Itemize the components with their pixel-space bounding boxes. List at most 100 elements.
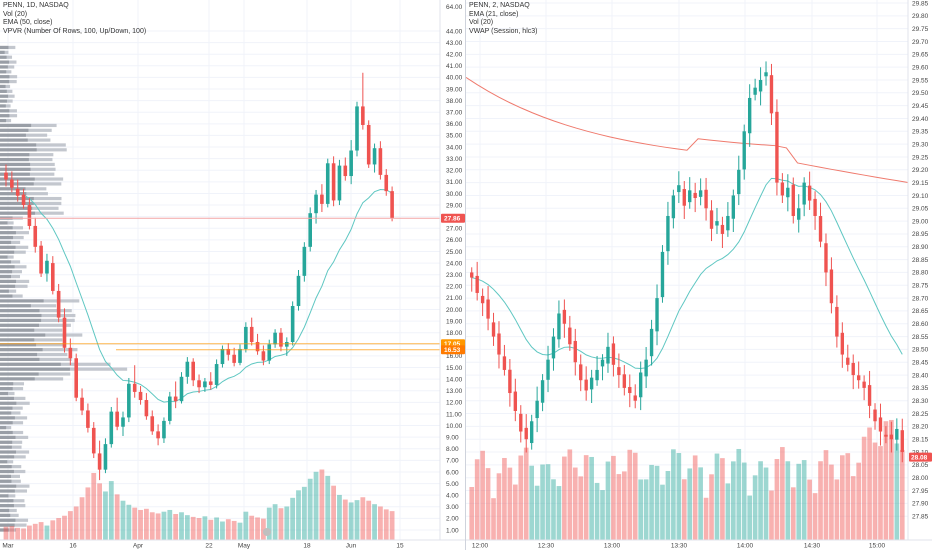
candle-body [546,359,550,380]
volume-bar [469,487,475,540]
left-chart-pane[interactable]: PENN, 1D, NASDAQ Vol (20) EMA (50, close… [0,0,465,550]
price-tag-text: 27.86 [444,216,461,223]
volume-bar [883,421,889,540]
y-tick-label: 11.00 [446,411,462,418]
y-tick-label: 12.00 [446,400,463,407]
volume-bar [529,465,534,540]
y-tick-label: 36.00 [446,121,463,128]
vpvr-row-up [0,357,40,362]
volume-bar [894,443,900,540]
candle-body [156,431,160,439]
y-tick-label: 28.00 [912,475,929,482]
candle-body [769,75,774,114]
volume-bar [284,506,290,540]
x-tick-label: 13:00 [604,543,621,550]
y-tick-label: 27.00 [446,226,463,233]
candle-body [600,359,605,367]
x-tick-label: Apr [133,543,144,550]
volume-bar [840,455,845,540]
volume-bar [342,499,348,540]
vpvr-row-up [0,99,7,103]
y-tick-label: 29.35 [912,129,929,136]
candle-body [813,198,817,216]
vpvr-row-up [0,167,31,171]
volume-bar [545,464,551,540]
candle-body [372,148,377,165]
right-legend-volume: Vol (20) [469,19,494,27]
volume-bar [307,478,313,540]
y-tick-label: 64.00 [446,4,463,11]
volume-bar [850,476,856,540]
y-tick-label: 27.95 [912,488,929,495]
candle-body [390,191,394,219]
volume-bar [796,463,802,540]
candle-body [261,351,266,361]
vpvr-row-up [0,177,35,181]
candle-body [74,358,78,398]
vpvr-row-up [0,118,7,123]
volume-bar [255,517,260,540]
vpvr-row-up [0,474,12,478]
volume-bar [540,464,545,540]
candle-body [742,131,746,170]
right-chart-canvas[interactable]: 27.8527.9027.9528.0028.0528.1028.1528.20… [466,0,932,550]
vpvr-row-up [0,50,5,54]
candle-body [349,150,353,177]
volume-bar [261,518,266,540]
volume-bar [801,460,807,540]
candle-body [21,194,26,206]
candle-body [873,409,877,422]
vpvr-row-up [0,484,17,488]
vpvr-row-up [0,196,34,201]
volume-bar [144,508,149,540]
volume-bar [3,526,9,540]
candle-body [840,332,845,355]
vpvr-row-up [0,299,44,303]
candle-body [726,215,730,231]
candle-body [314,194,318,214]
candle-body [273,332,277,345]
vpvr-row-up [0,84,6,89]
volume-bar [534,485,540,540]
vpvr-row-up [0,211,36,215]
volume-bar [331,485,336,540]
right-chart-pane[interactable]: PENN, 2, NASDAQ EMA (21, close) Vol (20)… [466,0,932,550]
volume-bar [665,471,671,540]
volume-bar [132,507,138,540]
vpvr-row-up [0,172,30,176]
volume-bar [725,483,731,540]
vpvr-row-up [0,348,43,352]
candle-body [255,341,260,352]
candle-body [508,369,512,394]
volume-bar [290,497,296,540]
candle-body [666,215,670,252]
volume-bar [266,507,272,540]
volume-bar [861,436,867,540]
vpvr-row-up [0,128,29,132]
y-tick-label: 29.20 [912,167,929,174]
candle-body [331,163,336,201]
y-tick-label: 24.00 [446,260,463,267]
vpvr-row-up [0,231,16,235]
candle-body [45,260,49,274]
volume-bar [703,497,709,540]
pane-divider[interactable] [465,0,466,550]
left-chart-legend: PENN, 1D, NASDAQ Vol (20) EMA (50, close… [3,2,146,36]
volume-bar [714,453,720,540]
candle-body [121,417,125,427]
candle-body [764,72,768,77]
vpvr-row-up [0,138,28,142]
volume-bar [872,442,878,540]
y-tick-label: 26.00 [446,237,463,244]
candle-body [249,326,254,342]
volume-bar [769,490,774,540]
y-tick-label: 28.55 [912,334,929,341]
candle-body [384,174,389,192]
volume-bar [807,479,812,540]
candle-body [308,213,312,247]
vpvr-row-up [0,518,16,522]
volume-bar [502,457,507,540]
volume-bar [179,512,184,540]
left-chart-canvas[interactable]: 1.00 2.00 3.00 4.00 5.00 6.00 7.00 8.00 9.00 10.0… [0,0,465,550]
volume-bar [296,490,301,540]
